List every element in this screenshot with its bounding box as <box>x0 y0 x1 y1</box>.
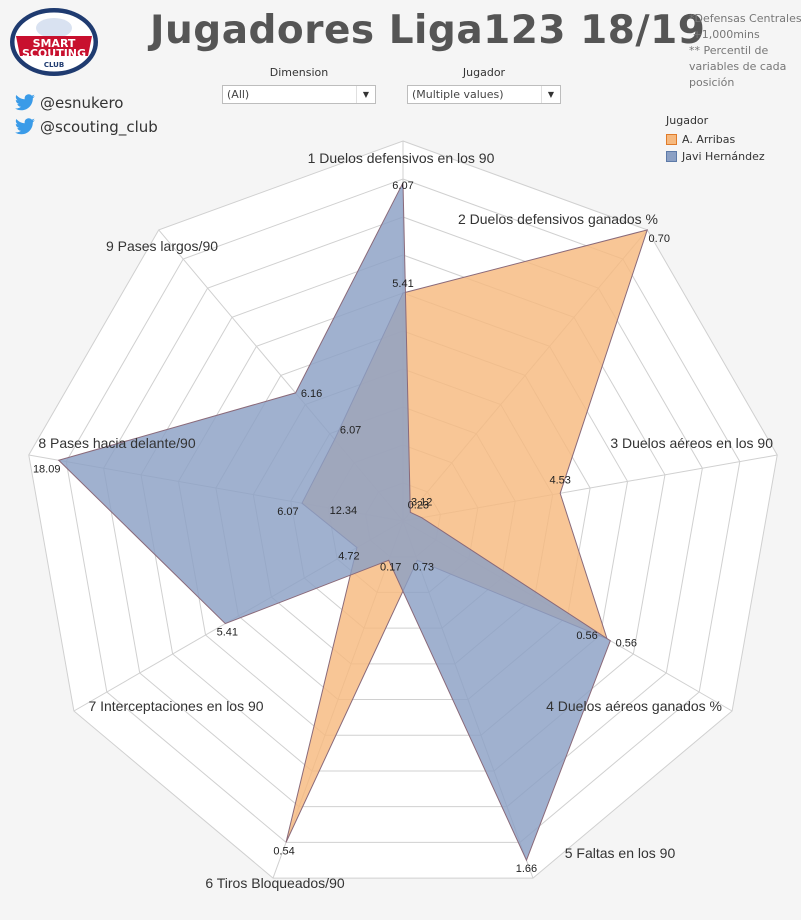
logo-text-scouting: SCOUTING <box>22 47 86 60</box>
legend-item-arribas[interactable]: A. Arribas <box>666 133 765 146</box>
twitter-handle-scouting-club[interactable]: @scouting_club <box>14 118 158 136</box>
dimension-filter: Dimension (All) ▼ <box>222 66 376 104</box>
axis-label: 3 Duelos aéreos en los 90 <box>610 435 773 451</box>
legend-title: Jugador <box>666 114 709 127</box>
axis-label: 5 Faltas en los 90 <box>565 845 676 861</box>
data-label: 0.56 <box>576 630 597 642</box>
data-label: 1.66 <box>516 863 537 875</box>
legend-item-hernandez[interactable]: Javi Hernández <box>666 150 765 163</box>
logo-text-smart: SMART <box>33 37 76 50</box>
axis-label: 6 Tiros Bloqueados/90 <box>205 875 345 891</box>
dimension-select[interactable]: (All) ▼ <box>222 85 376 104</box>
data-label: 0.23 <box>408 499 429 511</box>
radar-grid-ring <box>177 292 629 736</box>
data-label: 6.07 <box>277 506 298 518</box>
axis-label: 9 Pases largos/90 <box>106 238 218 254</box>
data-label: 12.34 <box>330 505 358 517</box>
axis-label: 8 Pases hacia delante/90 <box>38 435 195 451</box>
chevron-down-icon[interactable]: ▼ <box>356 86 375 103</box>
twitter-handle-esnukero[interactable]: @esnukero <box>14 94 123 112</box>
radar-grid-ring <box>65 178 741 843</box>
data-label: 5.41 <box>392 278 413 290</box>
twitter-handle-text: @scouting_club <box>40 118 158 136</box>
axis-label: 2 Duelos defensivos ganados % <box>458 211 658 227</box>
data-label: 4.53 <box>549 474 570 486</box>
smart-scouting-club-logo: SMART SCOUTING CLUB <box>8 6 100 78</box>
radar-grid-ring <box>28 140 778 879</box>
dimension-select-value: (All) <box>227 88 250 101</box>
data-label: 18.09 <box>33 463 61 475</box>
footnote: *Defensas Centrales +1,000mins ** Percen… <box>689 12 801 89</box>
legend-label: Javi Hernández <box>682 150 765 163</box>
data-label: 0.54 <box>273 845 294 857</box>
data-label: 0.17 <box>380 561 401 573</box>
twitter-handle-text: @esnukero <box>40 94 124 112</box>
legend-swatch <box>666 134 677 145</box>
legend-swatch <box>666 151 677 162</box>
data-label: 3.12 <box>411 497 432 509</box>
data-label: 6.07 <box>392 180 413 192</box>
data-label: 6.07 <box>340 424 361 436</box>
data-label: 0.56 <box>616 638 637 650</box>
axis-label: 1 Duelos defensivos en los 90 <box>308 150 495 166</box>
jugador-select-value: (Multiple values) <box>412 88 504 101</box>
jugador-filter-label: Jugador <box>462 66 506 79</box>
legend-label: A. Arribas <box>682 133 736 146</box>
legend: Jugador A. Arribas Javi Hernández <box>666 114 765 167</box>
data-label: 0.73 <box>413 561 434 573</box>
radar-grid-ring <box>103 216 703 808</box>
data-label: 0.70 <box>649 233 670 245</box>
axis-label: 4 Duelos aéreos ganados % <box>546 698 722 714</box>
twitter-bird-icon <box>15 94 35 111</box>
radar-series-hernandez <box>57 182 611 862</box>
twitter-bird-icon <box>15 118 35 135</box>
jugador-filter: Jugador (Multiple values) ▼ <box>407 66 561 104</box>
data-label: 5.41 <box>217 627 238 639</box>
chevron-down-icon[interactable]: ▼ <box>541 86 560 103</box>
page-title: Jugadores Liga123 18/19 <box>150 8 706 53</box>
logo-text-club: CLUB <box>44 61 64 69</box>
axis-label: 7 Interceptaciones en los 90 <box>88 698 263 714</box>
jugador-select[interactable]: (Multiple values) ▼ <box>407 85 561 104</box>
data-label: 4.72 <box>338 551 359 563</box>
dimension-filter-label: Dimension <box>269 66 329 79</box>
radar-grid-ring <box>140 254 666 772</box>
data-label: 6.16 <box>301 388 322 400</box>
